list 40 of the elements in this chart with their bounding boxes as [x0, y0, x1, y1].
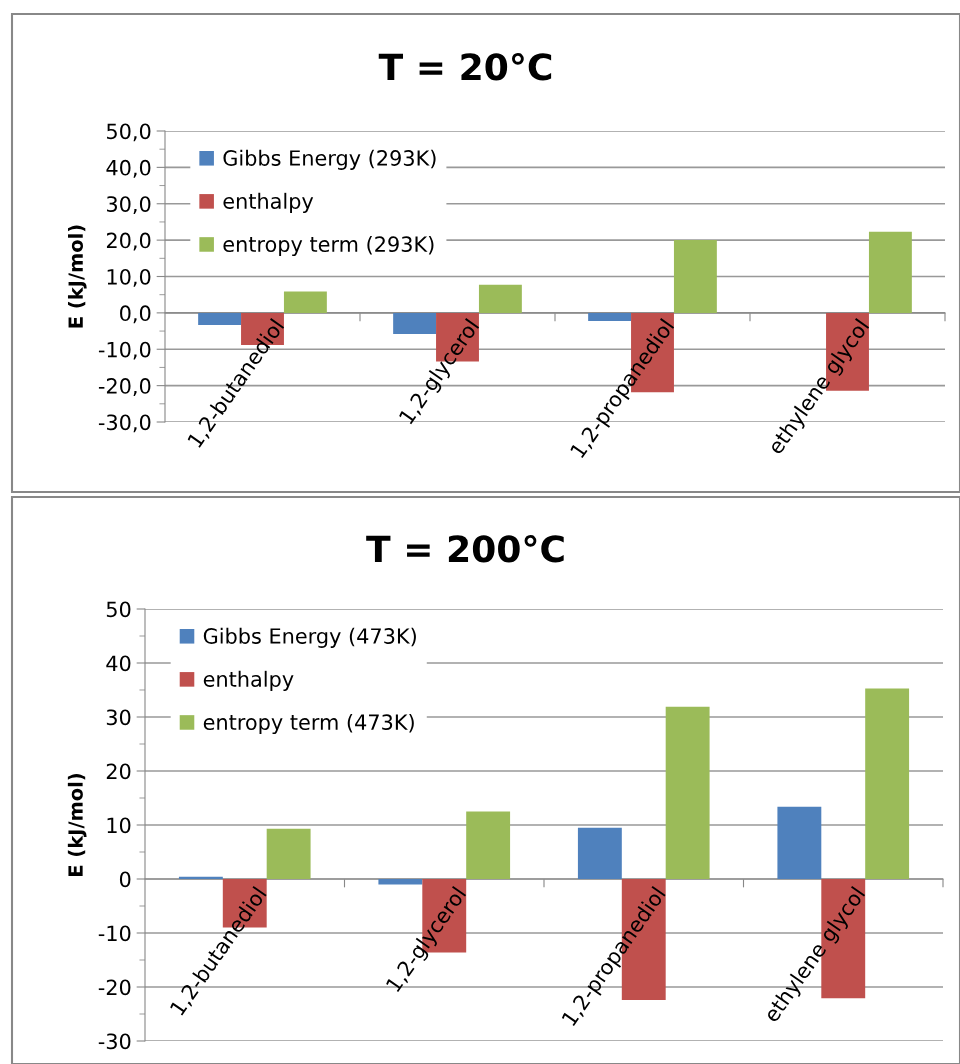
- legend-label: enthalpy: [203, 670, 294, 691]
- y-tick-label: 10: [107, 817, 131, 834]
- bar: [266, 828, 311, 879]
- chart-title: T = 200°C: [366, 534, 564, 563]
- y-tick-label: 50: [106, 601, 131, 618]
- y-tick-label: 50,0: [107, 123, 151, 142]
- legend-label: entropy term (473K): [203, 713, 414, 735]
- y-tick-label: -20: [98, 979, 131, 996]
- y-tick-label: -30,0: [98, 414, 151, 433]
- y-tick-label: 30: [106, 709, 131, 726]
- y-tick-label: 20: [106, 763, 131, 780]
- legend-label: entropy term (293K): [223, 235, 434, 257]
- y-tick-label: 20,0: [106, 232, 151, 251]
- y-tick-label: 0,0: [120, 305, 151, 324]
- y-tick-label: -10,0: [98, 341, 151, 360]
- bar: [577, 827, 622, 879]
- legend-label: enthalpy: [223, 192, 314, 213]
- bar: [283, 291, 327, 313]
- bar: [673, 240, 717, 313]
- bar: [478, 284, 522, 313]
- bar: [378, 879, 423, 885]
- bar: [868, 231, 912, 313]
- y-tick-label: -30: [98, 1033, 131, 1050]
- y-tick-label: 30,0: [107, 196, 151, 215]
- bar: [865, 688, 910, 879]
- bar: [665, 706, 710, 879]
- y-tick-label: -20,0: [98, 378, 151, 396]
- y-tick-label: 10,0: [107, 268, 151, 287]
- y-axis-title: E (kJ/mol): [67, 225, 87, 328]
- bar: [178, 876, 223, 879]
- y-tick-label: 40,0: [106, 159, 151, 178]
- legend-label: Gibbs Energy (293K): [223, 149, 436, 170]
- y-tick-label: -10: [98, 925, 131, 942]
- legend-label: Gibbs Energy (473K): [203, 627, 416, 648]
- y-tick-label: 40: [106, 655, 131, 672]
- bar: [777, 806, 822, 879]
- y-axis-title: E (kJ/mol): [67, 773, 87, 876]
- y-tick-label: 0: [119, 871, 131, 888]
- chart-title: T = 20°C: [378, 52, 552, 81]
- bar: [466, 811, 511, 879]
